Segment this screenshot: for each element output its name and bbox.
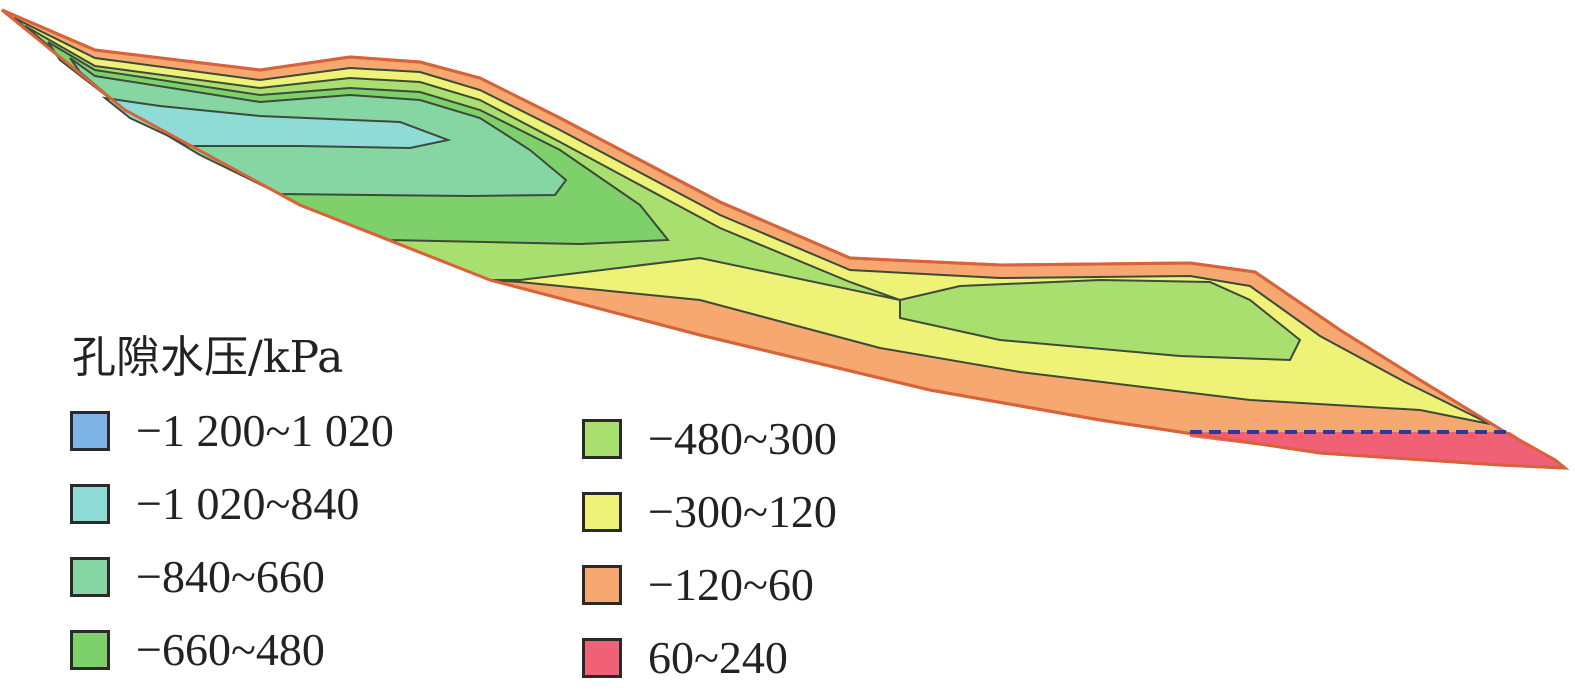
legend-label: −480~300 [648, 413, 837, 464]
legend-item: −1 200~1 020 [70, 394, 394, 467]
legend-swatch [70, 410, 110, 451]
legend-item: −840~660 [70, 540, 394, 613]
legend-swatch [582, 418, 622, 459]
zone-60-240 [1190, 432, 1565, 468]
legend-swatch [582, 637, 622, 678]
legend-swatch [70, 629, 110, 670]
legend-swatch [70, 556, 110, 597]
slope-base-outline [1, 8, 1566, 470]
legend-label: 60~240 [648, 632, 788, 683]
legend-label: −120~60 [648, 559, 814, 610]
legend-swatch [70, 483, 110, 524]
legend-swatch [582, 564, 622, 605]
legend-label: −300~120 [648, 486, 837, 537]
legend-label: −1 200~1 020 [136, 405, 394, 456]
legend-item: −300~120 [582, 475, 837, 548]
legend-item: −1 020~840 [70, 467, 394, 540]
legend-item: −120~60 [582, 548, 837, 621]
legend-title: 孔隙水压/kPa [72, 332, 344, 383]
legend-label: −660~480 [136, 624, 325, 675]
legend-item: 60~240 [582, 621, 837, 694]
legend-label: −840~660 [136, 551, 325, 602]
legend-item: −660~480 [70, 613, 394, 686]
legend-column-left: −1 200~1 020 −1 020~840 −840~660 −660~48… [70, 394, 394, 686]
legend-column-right: −480~300 −300~120 −120~60 60~240 [582, 402, 837, 694]
slope-outline [1, 8, 1566, 470]
zone-1020-840 [101, 96, 452, 150]
zone-480-300-lens [899, 278, 1302, 362]
legend-label: −1 020~840 [136, 478, 360, 529]
legend-item: −480~300 [582, 402, 837, 475]
legend-swatch [582, 491, 622, 532]
